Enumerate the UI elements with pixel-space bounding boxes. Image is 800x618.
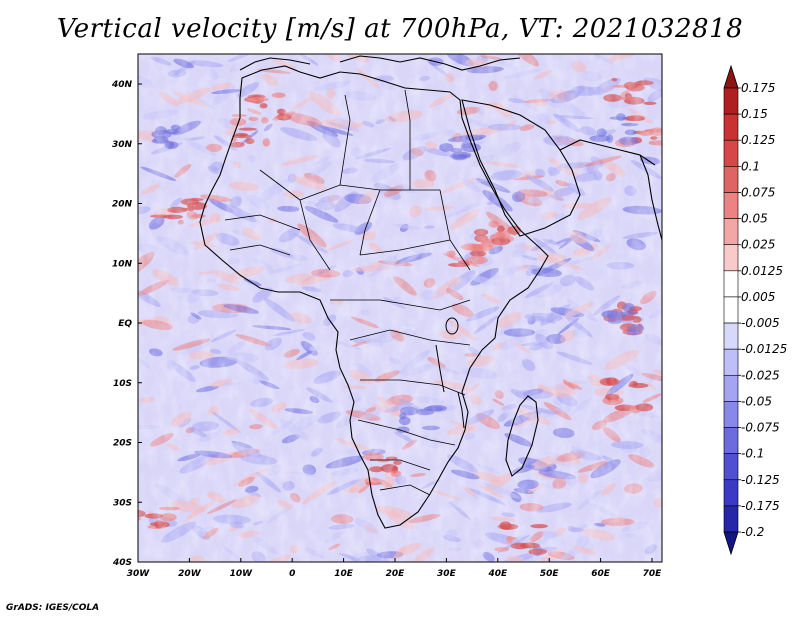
colorbar-segment	[723, 218, 739, 246]
madagascar-coastline	[505, 395, 539, 477]
arabia-coastline	[461, 99, 581, 237]
map-frame	[137, 53, 663, 563]
colorbar-max-arrow	[723, 64, 739, 89]
colorbar-level-label: 0.0125	[741, 264, 783, 278]
colorbar-segment	[723, 244, 739, 272]
colorbar: 0.175 0.15 0.125 0.1 0.075 0.05 0.025 0.0125 0.0…	[723, 64, 787, 556]
lake-malawi	[457, 391, 465, 429]
colorbar-segment	[723, 113, 739, 141]
lat-tick-label: 30N	[112, 140, 133, 150]
latitude-axis: 40N 30N 20N 10N EQ 10S 20S 30S 40S	[111, 80, 142, 568]
lon-tick-label: 50E	[540, 569, 560, 579]
colorbar-segment	[723, 322, 739, 350]
africa-coastline	[199, 65, 549, 529]
lon-tick-label: 10W	[230, 569, 254, 579]
colorbar-segment	[723, 374, 739, 402]
field-texture	[138, 54, 662, 562]
colorbar-segment	[723, 87, 739, 115]
colorbar-level-label: 0.025	[741, 238, 775, 252]
colorbar-segment	[723, 192, 739, 219]
lon-tick-label: 30E	[437, 569, 457, 579]
lon-tick-label: 40E	[487, 569, 508, 579]
colorbar-level-label: -0.05	[741, 394, 772, 408]
colorbar-level-label: 0.075	[741, 185, 775, 199]
colorbar-level-label: -0.1	[741, 447, 764, 461]
colorbar-level-label: -0.005	[741, 316, 780, 330]
colorbar-segment	[723, 296, 739, 324]
coastlines-and-borders	[199, 55, 662, 529]
lon-tick-label: 10E	[334, 569, 354, 579]
lat-tick-label: 40S	[112, 558, 132, 568]
lat-tick-label: 40N	[111, 80, 133, 90]
country-borders	[224, 89, 471, 496]
colorbar-level-label: -0.025	[741, 368, 780, 382]
lake-tanganyika	[435, 344, 445, 393]
colorbar-min-arrow	[723, 531, 739, 556]
colorbar-level-label: -0.0125	[741, 342, 787, 356]
lat-tick-label: 30S	[113, 498, 132, 508]
longitude-axis: 30W 20W 10W 0 10E 20E 30E 40E 50E 60E 70E	[127, 558, 662, 579]
colorbar-level-label: 0.1	[741, 159, 760, 173]
india-coastline	[639, 154, 662, 241]
colorbar-segment	[723, 427, 739, 454]
colorbar-segment	[723, 139, 739, 167]
lat-tick-label: 10S	[113, 379, 132, 389]
colorbar-level-label: -0.125	[741, 473, 780, 487]
lat-tick-label: 10N	[112, 259, 133, 269]
colorbar-level-label: -0.175	[741, 499, 780, 513]
colorbar-level-label: -0.2	[741, 525, 764, 539]
lon-tick-label: 60E	[591, 569, 611, 579]
lake-victoria	[445, 317, 459, 335]
colorbar-level-label: 0.005	[741, 290, 775, 304]
lat-tick-label: 20S	[113, 439, 132, 449]
colorbar-level-label: -0.075	[741, 421, 780, 435]
colorbar-segment	[723, 270, 739, 298]
lat-tick-label: EQ	[118, 319, 132, 329]
map-title: Vertical velocity [m/s] at 700hPa, VT: 2…	[56, 14, 744, 44]
colorbar-segment	[723, 401, 739, 428]
lon-tick-label: 20W	[178, 569, 202, 579]
colorbar-segment	[723, 348, 739, 376]
colorbar-segment	[723, 166, 739, 193]
colorbar-level-label: 0.125	[741, 133, 775, 147]
colorbar-level-label: 0.05	[741, 212, 768, 226]
lat-tick-label: 20N	[112, 200, 133, 210]
field-hotspot	[126, 530, 136, 536]
lon-tick-label: 30W	[127, 569, 151, 579]
colorbar-segment	[723, 453, 739, 481]
lon-tick-label: 70E	[643, 569, 663, 579]
colorbar-segment	[723, 505, 739, 533]
footer-credit: GrADS: IGES/COLA	[6, 603, 100, 613]
iran-coastline	[559, 139, 656, 166]
colorbar-level-label: 0.15	[741, 107, 768, 121]
europe-coastline	[239, 55, 521, 71]
colorbar-segment	[723, 479, 739, 507]
lon-tick-label: 20E	[386, 569, 406, 579]
colorbar-level-label: 0.175	[741, 81, 775, 95]
lon-tick-label: 0	[289, 569, 295, 579]
